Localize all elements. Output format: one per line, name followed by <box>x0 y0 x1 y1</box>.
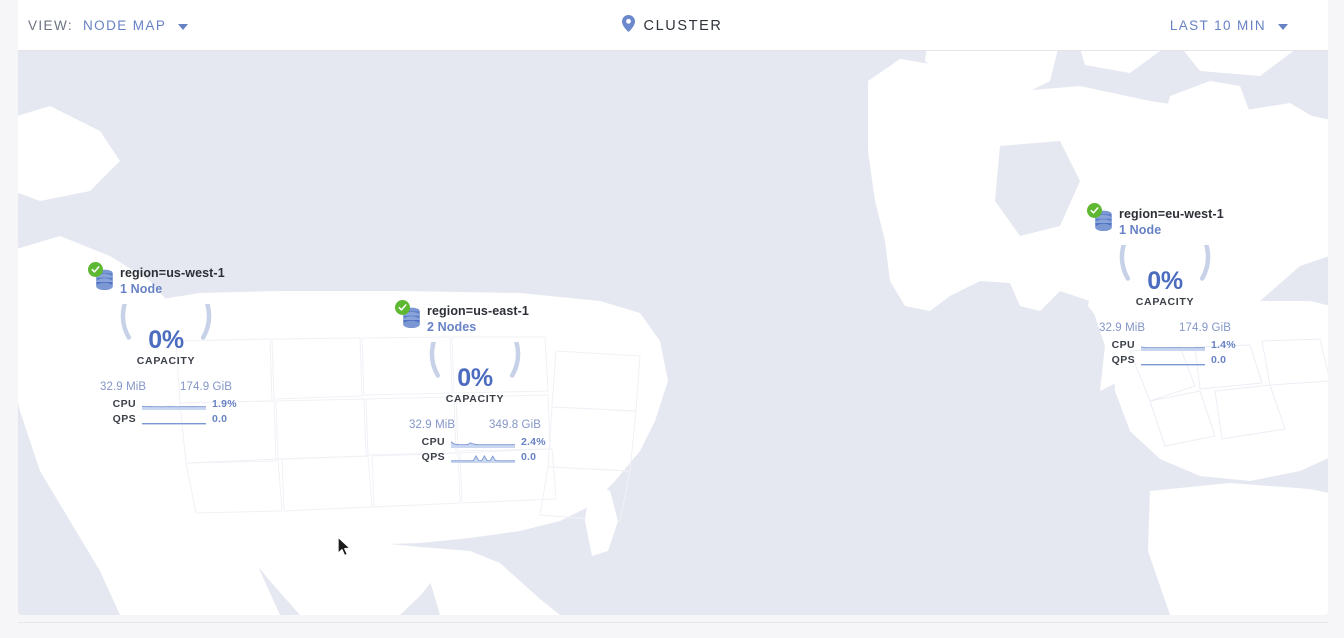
memory-row: 32.9 MiB 174.9 GiB <box>100 381 232 393</box>
node-title-group: region=eu-west-1 1 Node <box>1119 203 1224 239</box>
time-range-selector[interactable]: LAST 10 MIN <box>1170 0 1288 51</box>
gauge-center: 0% CAPACITY <box>1105 267 1225 309</box>
metric-value: 0.0 <box>521 450 537 463</box>
node-title-group: region=us-east-1 2 Nodes <box>427 300 529 336</box>
database-stack-icon <box>94 269 115 296</box>
capacity-caption: CAPACITY <box>136 355 196 367</box>
state-borders <box>175 336 641 522</box>
cpu-sparkline <box>1141 339 1205 351</box>
node-icon-group <box>88 262 120 296</box>
memory-used: 32.9 MiB <box>100 381 147 393</box>
world-map-graphic <box>18 51 1328 615</box>
page-edge-right <box>1328 0 1344 638</box>
capacity-caption: CAPACITY <box>1135 296 1195 308</box>
check-circle-icon <box>395 300 410 315</box>
capacity-gauge: 0% CAPACITY <box>1105 245 1225 321</box>
metric-value: 1.4% <box>1211 338 1236 351</box>
qps-sparkline <box>142 413 206 425</box>
time-range-value[interactable]: LAST 10 MIN <box>1169 18 1266 33</box>
database-stack-icon <box>1093 210 1114 237</box>
node-header[interactable]: region=us-west-1 1 Node <box>88 262 237 298</box>
capacity-gauge: 0% CAPACITY <box>415 342 535 418</box>
capacity-percent: 0% <box>148 326 184 354</box>
capacity-gauge: 0% CAPACITY <box>106 304 226 380</box>
map-pin-icon <box>621 14 635 37</box>
page-footer-strip <box>0 615 1344 638</box>
metric-label: CPU <box>421 435 445 448</box>
map-canvas[interactable] <box>18 51 1328 615</box>
metric-row-qps[interactable]: QPS 0.0 <box>1109 352 1236 367</box>
cpu-sparkline <box>142 398 206 410</box>
metric-value: 2.4% <box>521 435 546 448</box>
region-label: region=us-east-1 <box>427 304 529 318</box>
qps-sparkline <box>1141 354 1205 366</box>
metric-row-cpu[interactable]: CPU 1.9% <box>110 396 237 411</box>
chevron-down-icon[interactable] <box>1278 23 1288 30</box>
region-label: region=us-west-1 <box>120 266 225 280</box>
node-count[interactable]: 2 Nodes <box>427 320 477 334</box>
gauge-center: 0% CAPACITY <box>106 326 226 368</box>
toolbar: VIEW: NODE MAP CLUSTER LAST 10 MIN <box>0 0 1344 51</box>
node-count[interactable]: 1 Node <box>120 282 163 296</box>
node-marker-us-east-1[interactable]: region=us-east-1 2 Nodes 0% CAPACITY 32.9 Mi… <box>395 300 546 464</box>
node-count[interactable]: 1 Node <box>1119 223 1162 237</box>
cluster-title-group: CLUSTER <box>0 0 1344 51</box>
check-circle-icon <box>1087 203 1102 218</box>
memory-row: 32.9 MiB 174.9 GiB <box>1099 322 1231 334</box>
memory-used: 32.9 MiB <box>1099 322 1146 334</box>
node-icon-group <box>1087 203 1119 237</box>
node-title-group: region=us-west-1 1 Node <box>120 262 225 298</box>
node-marker-eu-west-1[interactable]: region=eu-west-1 1 Node 0% CAPACITY 32.9 MiB… <box>1087 203 1236 367</box>
node-header[interactable]: region=eu-west-1 1 Node <box>1087 203 1236 239</box>
memory-used: 32.9 MiB <box>409 419 456 431</box>
metric-value: 0.0 <box>212 412 228 425</box>
metrics-list: CPU 1.4% QPS 0.0 <box>1109 337 1236 367</box>
metrics-list: CPU 1.9% QPS 0.0 <box>110 396 237 426</box>
page-edge-left <box>0 0 18 638</box>
metric-row-cpu[interactable]: CPU 1.4% <box>1109 337 1236 352</box>
check-circle-icon <box>88 262 103 277</box>
metric-value: 1.9% <box>212 397 237 410</box>
memory-row: 32.9 MiB 349.8 GiB <box>409 419 541 431</box>
node-marker-us-west-1[interactable]: region=us-west-1 1 Node 0% CAPACITY 32.9 MiB… <box>88 262 237 426</box>
capacity-percent: 0% <box>1147 267 1183 295</box>
metric-row-cpu[interactable]: CPU 2.4% <box>419 434 546 449</box>
metric-row-qps[interactable]: QPS 0.0 <box>419 449 546 464</box>
chevron-down-icon[interactable] <box>178 23 189 30</box>
memory-total: 174.9 GiB <box>179 381 232 393</box>
gauge-center: 0% CAPACITY <box>415 364 535 406</box>
qps-sparkline <box>451 451 515 463</box>
metrics-list: CPU 2.4% QPS 0.0 <box>419 434 546 464</box>
page-title: CLUSTER <box>643 17 723 34</box>
metric-label: QPS <box>421 450 445 463</box>
metric-row-qps[interactable]: QPS 0.0 <box>110 411 237 426</box>
metric-label: CPU <box>1111 338 1135 351</box>
node-header[interactable]: region=us-east-1 2 Nodes <box>395 300 546 336</box>
country-borders <box>1129 338 1328 447</box>
metric-label: QPS <box>1111 353 1135 366</box>
view-selector[interactable]: VIEW: NODE MAP <box>28 0 189 51</box>
capacity-caption: CAPACITY <box>445 393 505 405</box>
footer-divider <box>18 622 1328 623</box>
region-label: region=eu-west-1 <box>1119 207 1224 221</box>
memory-total: 349.8 GiB <box>488 419 541 431</box>
capacity-percent: 0% <box>457 364 493 392</box>
metric-label: QPS <box>112 412 136 425</box>
metric-value: 0.0 <box>1211 353 1227 366</box>
view-label: VIEW: <box>28 18 74 33</box>
cpu-sparkline <box>451 436 515 448</box>
metric-label: CPU <box>112 397 136 410</box>
memory-total: 174.9 GiB <box>1178 322 1231 334</box>
node-icon-group <box>395 300 427 334</box>
view-value[interactable]: NODE MAP <box>83 18 167 33</box>
